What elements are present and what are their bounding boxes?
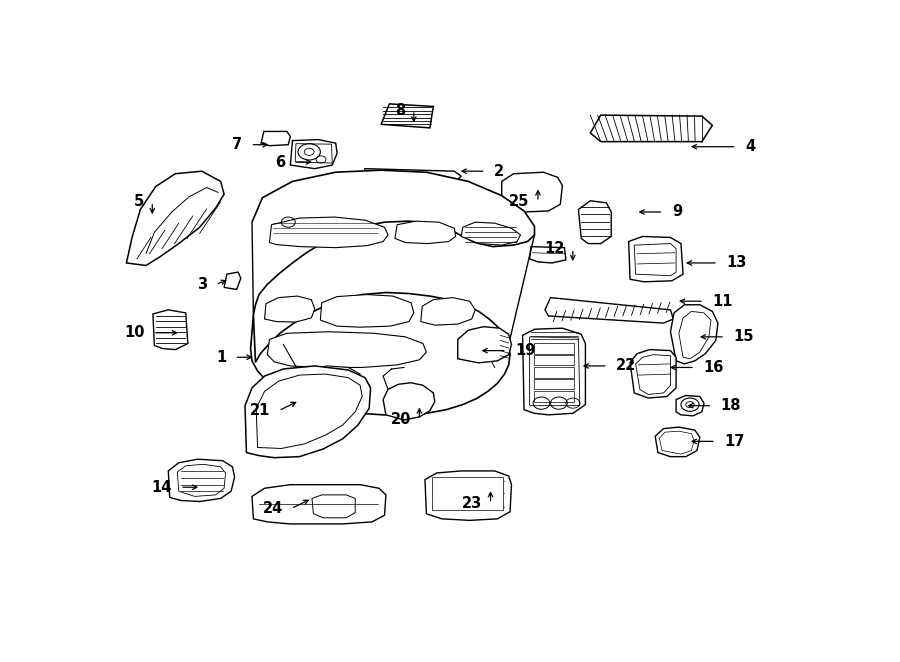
Polygon shape [265,296,315,322]
Polygon shape [534,379,574,389]
Text: 18: 18 [721,398,742,413]
Text: 25: 25 [509,194,529,209]
Circle shape [686,402,694,408]
Polygon shape [224,272,241,289]
Polygon shape [312,495,356,518]
Polygon shape [590,115,713,142]
Polygon shape [320,295,414,327]
Text: 9: 9 [672,205,682,220]
Polygon shape [269,217,388,248]
Polygon shape [177,464,226,496]
Text: 14: 14 [151,480,172,495]
Text: 8: 8 [395,103,405,118]
Polygon shape [458,326,511,363]
Polygon shape [261,132,291,146]
Text: 1: 1 [216,350,226,365]
Text: 5: 5 [133,194,144,209]
Polygon shape [501,172,562,212]
Polygon shape [291,140,338,169]
Polygon shape [529,247,566,263]
Polygon shape [432,477,503,510]
Polygon shape [250,293,510,415]
Polygon shape [395,221,455,244]
Text: 11: 11 [713,294,733,308]
Polygon shape [534,344,574,354]
Polygon shape [267,332,427,367]
Text: 23: 23 [462,496,482,511]
Polygon shape [153,310,188,350]
Text: 2: 2 [494,164,504,179]
Polygon shape [168,459,235,502]
Polygon shape [300,366,360,397]
Polygon shape [381,104,434,128]
Polygon shape [670,305,718,364]
Text: 22: 22 [616,358,636,373]
Polygon shape [534,367,574,377]
Polygon shape [362,169,461,183]
Polygon shape [628,236,683,282]
Text: 19: 19 [515,343,536,358]
Polygon shape [655,427,700,457]
Polygon shape [306,387,338,417]
Text: 24: 24 [263,501,283,516]
Text: 17: 17 [724,434,744,449]
Text: 20: 20 [391,412,411,428]
Text: 7: 7 [232,137,242,152]
Polygon shape [579,201,611,244]
Polygon shape [245,366,371,457]
Polygon shape [534,355,574,365]
Polygon shape [295,144,332,163]
Polygon shape [529,337,580,406]
Text: 3: 3 [197,277,207,292]
Polygon shape [635,355,670,395]
Polygon shape [630,350,676,398]
Polygon shape [660,431,694,454]
Text: 16: 16 [703,360,724,375]
Text: 6: 6 [275,154,285,169]
Polygon shape [252,170,535,315]
Text: 12: 12 [544,241,564,256]
Polygon shape [383,383,435,420]
Text: 10: 10 [124,325,145,340]
Polygon shape [676,395,704,416]
Polygon shape [256,374,362,448]
Text: 4: 4 [745,139,755,154]
Text: 15: 15 [734,330,754,344]
Text: 21: 21 [250,403,270,418]
Polygon shape [523,328,585,415]
Polygon shape [421,298,475,325]
Polygon shape [534,391,574,402]
Polygon shape [545,298,673,323]
Polygon shape [126,171,224,265]
Polygon shape [634,244,676,275]
Polygon shape [425,471,511,520]
Text: 13: 13 [726,256,747,271]
Polygon shape [679,311,711,359]
Polygon shape [461,222,520,245]
Polygon shape [252,485,386,524]
